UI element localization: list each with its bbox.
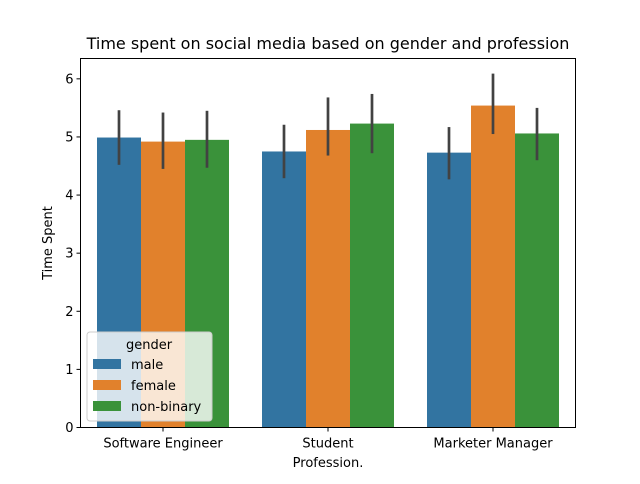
legend-label-non-binary: non-binary (131, 400, 202, 415)
legend-items: male female non-binary (93, 358, 202, 415)
y-tick-label: 4 (65, 189, 73, 204)
bar-male-2 (427, 152, 471, 428)
x-tick-label: Software Engineer (103, 437, 223, 452)
y-tick-label: 3 (65, 247, 73, 262)
legend-label-male: male (131, 358, 163, 373)
x-axis: Software Engineer Student Marketer Manager (103, 427, 553, 452)
y-axis-label: Time Spent (41, 206, 56, 281)
legend-title: gender (126, 338, 173, 353)
y-tick-label: 1 (65, 363, 73, 378)
chart-title: Time spent on social media based on gend… (86, 34, 570, 53)
legend: gender male female non-binary (86, 331, 213, 422)
legend-swatch-non-binary (93, 401, 121, 411)
plot-frame (80, 58, 576, 428)
x-tick-label: Student (302, 437, 353, 452)
legend-swatch-female (93, 380, 121, 390)
bar-female-1 (306, 129, 350, 428)
legend-box (86, 331, 213, 422)
legend-swatch-male (93, 359, 121, 369)
bar-female-2 (471, 105, 515, 428)
bar-non-binary-1 (350, 123, 394, 428)
x-axis-label: Profession. (293, 456, 364, 471)
x-tick-label: Marketer Manager (433, 437, 553, 452)
y-tick-label: 6 (65, 72, 73, 87)
error-bars-layer (117, 73, 539, 180)
bar-male-1 (262, 151, 306, 428)
legend-label-female: female (131, 379, 176, 394)
y-tick-label: 0 (65, 421, 73, 436)
y-axis: 0 1 2 3 4 5 6 (65, 72, 81, 436)
bar-non-binary-2 (515, 133, 559, 428)
y-tick-label: 2 (65, 305, 73, 320)
y-tick-label: 5 (65, 130, 73, 145)
